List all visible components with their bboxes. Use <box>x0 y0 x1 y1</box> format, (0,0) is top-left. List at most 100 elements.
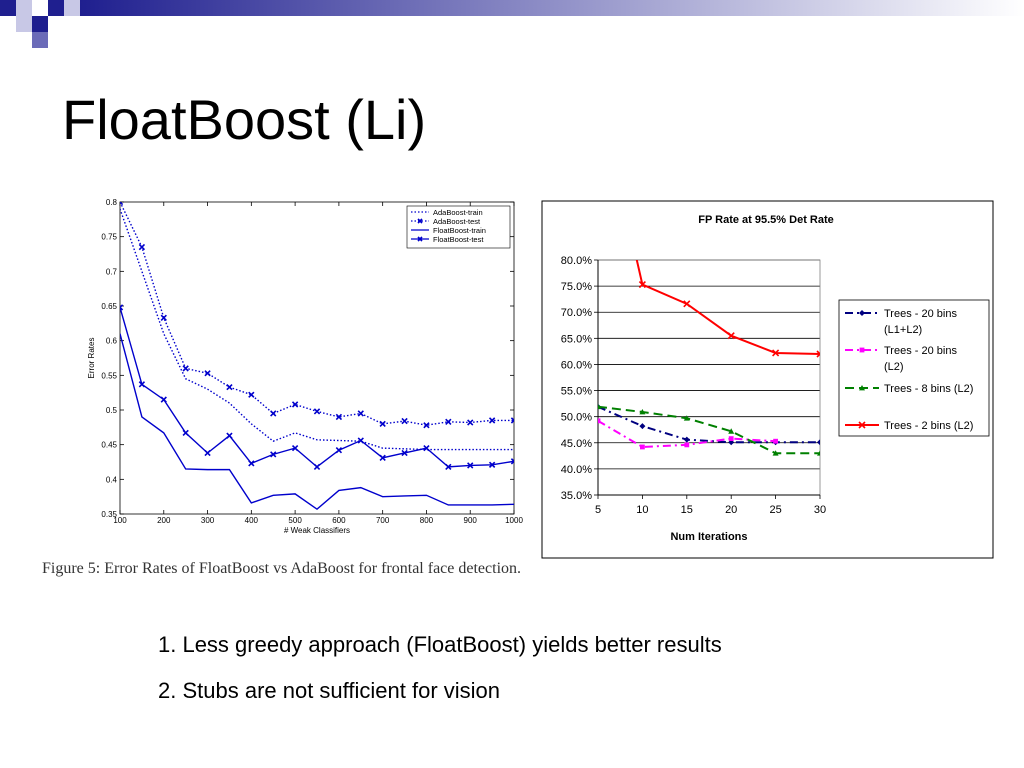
x-tick-label: 30 <box>814 504 826 516</box>
data-point <box>445 418 452 425</box>
x-tick-label: 15 <box>681 504 693 516</box>
y-axis-label: Error Rates <box>87 338 96 379</box>
data-point <box>640 444 645 450</box>
y-tick-label: 0.4 <box>106 475 118 484</box>
x-tick-label: 400 <box>245 516 259 525</box>
series-line <box>598 405 820 444</box>
series-line <box>120 333 514 511</box>
data-point <box>773 438 778 444</box>
legend-label: (L1+L2) <box>884 324 922 336</box>
data-point <box>204 370 211 377</box>
data-point <box>138 243 146 251</box>
data-point <box>291 444 299 452</box>
x-tick-label: 900 <box>464 516 478 525</box>
x-tick-label: 10 <box>636 504 648 516</box>
data-point <box>335 413 343 421</box>
data-point <box>401 417 408 425</box>
data-point <box>858 421 866 429</box>
slide-title: FloatBoost (Li) <box>62 88 427 151</box>
decorative-header-bar <box>0 0 1024 48</box>
data-point <box>313 463 321 471</box>
data-point <box>182 429 189 437</box>
data-point <box>357 437 364 444</box>
data-point <box>160 314 167 321</box>
data-point <box>226 432 233 439</box>
x-tick-label: 800 <box>420 516 434 525</box>
x-tick-label: 300 <box>201 516 215 525</box>
y-tick-label: 0.7 <box>106 267 118 276</box>
plot-area <box>598 260 820 456</box>
series-line <box>598 405 820 455</box>
y-tick-label: 0.45 <box>101 441 117 450</box>
series-line <box>120 208 514 451</box>
x-tick-label: 600 <box>332 516 346 525</box>
y-tick-label: 75.0% <box>561 281 592 293</box>
fp-rate-chart: FP Rate at 95.5% Det Rate 35.0% 40.0% 45.0%… <box>541 200 994 559</box>
data-point <box>226 383 233 391</box>
data-point <box>467 419 474 426</box>
data-point <box>816 350 820 358</box>
legend-label: FloatBoost-test <box>433 235 484 244</box>
y-tick-label: 0.75 <box>101 233 117 242</box>
data-point <box>772 450 779 456</box>
data-point <box>423 444 430 452</box>
data-point <box>772 349 780 357</box>
y-tick-label: 65.0% <box>561 333 592 345</box>
y-tick-label: 40.0% <box>561 464 592 476</box>
data-point <box>160 396 167 403</box>
x-tick-label: 25 <box>769 504 781 516</box>
data-point <box>727 332 735 340</box>
data-point <box>488 461 496 468</box>
x-axis-label: Num Iterations <box>670 531 747 543</box>
deco-square-light <box>16 0 32 16</box>
data-point <box>510 417 514 424</box>
x-tick-label: 500 <box>288 516 302 525</box>
data-point <box>683 436 690 443</box>
legend-box <box>406 205 511 249</box>
data-point <box>138 381 146 388</box>
legend-label: AdaBoost-test <box>433 217 481 226</box>
deco-square-mid <box>32 32 48 48</box>
data-point <box>313 408 321 415</box>
x-tick-label: 20 <box>725 504 737 516</box>
data-point <box>488 417 496 424</box>
legend-label: Trees - 20 bins <box>884 345 957 357</box>
chart-title: FP Rate at 95.5% Det Rate <box>698 214 834 226</box>
plot-area <box>120 202 514 511</box>
legend-label: (L2) <box>884 361 904 373</box>
plot-frame <box>119 201 515 515</box>
data-point <box>357 410 364 417</box>
data-point <box>248 391 255 398</box>
y-tick-label: 0.6 <box>106 337 118 346</box>
data-point <box>859 347 865 353</box>
data-point <box>639 423 646 430</box>
deco-square-dark <box>48 0 64 16</box>
y-tick-label: 35.0% <box>561 490 592 502</box>
x-tick-label: 200 <box>157 516 171 525</box>
bullet-point: 2. Stubs are not sufficient for vision <box>158 678 500 703</box>
deco-square-light <box>16 16 32 32</box>
figure-caption: Figure 5: Error Rates of FloatBoost vs A… <box>42 560 522 577</box>
data-point <box>683 415 690 421</box>
data-point <box>379 454 386 462</box>
x-tick-label: 700 <box>376 516 390 525</box>
legend-label: Trees - 20 bins <box>884 308 957 320</box>
data-point <box>379 420 386 428</box>
y-tick-label: 55.0% <box>561 386 592 398</box>
bullet-point: 1. Less greedy approach (FloatBoost) yie… <box>158 632 722 657</box>
data-point <box>423 422 430 429</box>
data-point <box>683 300 691 308</box>
x-tick-label: 100 <box>113 516 127 525</box>
data-point <box>728 436 734 441</box>
data-point <box>728 428 735 434</box>
series-line <box>635 260 820 355</box>
y-tick-label: 70.0% <box>561 307 592 319</box>
legend-label: FloatBoost-train <box>433 226 486 235</box>
data-point <box>445 463 452 471</box>
data-point <box>859 310 865 316</box>
y-tick-label: 60.0% <box>561 359 592 371</box>
legend-label: Trees - 2 bins (L2) <box>884 420 973 432</box>
x-tick-label: 5 <box>595 504 601 516</box>
data-point <box>270 410 277 417</box>
deco-square-dark <box>32 16 48 32</box>
